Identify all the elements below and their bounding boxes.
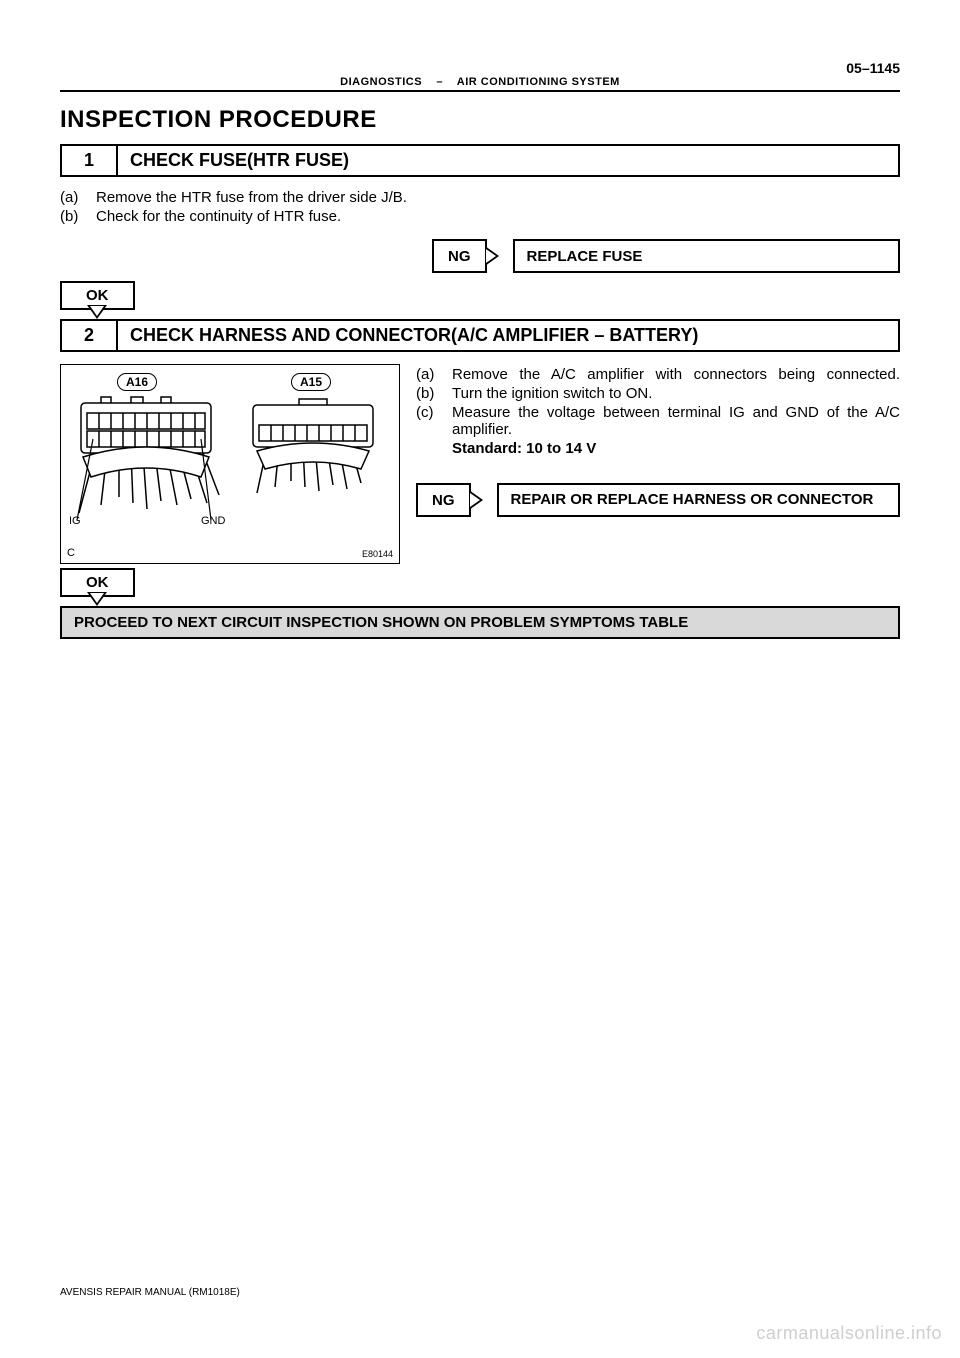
page: 05–1145 DIAGNOSTICS – AIR CONDITIONING S…	[0, 0, 960, 1358]
pin-ig-label: IG	[69, 515, 81, 527]
page-number: 05–1145	[846, 60, 900, 76]
step-1-ng-label: NG	[448, 248, 471, 265]
footer-text: AVENSIS REPAIR MANUAL (RM1018E)	[60, 1287, 240, 1298]
step-1-b-text: Check for the continuity of HTR fuse.	[96, 208, 341, 225]
step-1-number: 1	[62, 146, 118, 175]
step-1-ng-row: NG REPLACE FUSE	[60, 239, 900, 273]
step-1-body: (a) Remove the HTR fuse from the driver …	[60, 189, 900, 225]
step-2-number: 2	[62, 321, 118, 350]
step-2-a-text: Remove the A/C amplifier with connectors…	[452, 366, 900, 383]
arrow-down-icon	[87, 305, 107, 319]
step-2-bar: 2 CHECK HARNESS AND CONNECTOR(A/C AMPLIF…	[60, 319, 900, 352]
main-heading: INSPECTION PROCEDURE	[60, 106, 900, 134]
step-1-ok-block: OK	[60, 287, 900, 305]
step-1-b-label: (b)	[60, 208, 96, 225]
breadcrumb: DIAGNOSTICS – AIR CONDITIONING SYSTEM	[60, 76, 900, 88]
connector-diagram: A16 A15	[60, 364, 400, 564]
watermark: carmanualsonline.info	[756, 1323, 942, 1344]
step-2-c-text: Measure the voltage between terminal IG …	[452, 404, 900, 438]
connector-svg	[61, 365, 397, 561]
step-2-ng-label: NG	[432, 492, 455, 509]
arrow-right-icon	[485, 246, 499, 266]
step-2-title: CHECK HARNESS AND CONNECTOR(A/C AMPLIFIE…	[118, 321, 898, 350]
page-header: 05–1145 DIAGNOSTICS – AIR CONDITIONING S…	[60, 60, 900, 92]
step-1-title: CHECK FUSE(HTR FUSE)	[118, 146, 898, 175]
step-2-ng-result: REPAIR OR REPLACE HARNESS OR CONNECTOR	[497, 483, 901, 517]
arrow-right-icon	[469, 490, 483, 510]
final-instruction-bar: PROCEED TO NEXT CIRCUIT INSPECTION SHOWN…	[60, 606, 900, 639]
step-2-ok-block: OK	[60, 574, 900, 592]
step-1-a-label: (a)	[60, 189, 96, 206]
step-2-b-label: (b)	[416, 385, 452, 402]
pin-gnd-label: GND	[201, 515, 225, 527]
step-2-standard: Standard: 10 to 14 V	[452, 440, 596, 457]
connector-a16-label: A16	[117, 373, 157, 391]
breadcrumb-sep: –	[436, 76, 443, 88]
breadcrumb-right: AIR CONDITIONING SYSTEM	[457, 76, 620, 88]
step-1-ng-badge: NG	[432, 239, 487, 273]
breadcrumb-left: DIAGNOSTICS	[340, 76, 422, 88]
step-1-bar: 1 CHECK FUSE(HTR FUSE)	[60, 144, 900, 177]
diagram-fig-code: E80144	[362, 549, 393, 559]
connector-a15-label: A15	[291, 373, 331, 391]
step-2-a-label: (a)	[416, 366, 452, 383]
step-2-text: (a) Remove the A/C amplifier with connec…	[416, 364, 900, 564]
step-2-c-label: (c)	[416, 404, 452, 438]
arrow-down-icon	[87, 592, 107, 606]
diagram-corner-mark: C	[67, 547, 75, 559]
step-2-b-text: Turn the ignition switch to ON.	[452, 385, 652, 402]
step-1-a-text: Remove the HTR fuse from the driver side…	[96, 189, 407, 206]
step-2-ng-badge: NG	[416, 483, 471, 517]
step-2-ng-row: NG REPAIR OR REPLACE HARNESS OR CONNECTO…	[416, 483, 900, 517]
step-1-ng-result: REPLACE FUSE	[513, 239, 901, 273]
step-2-body: A16 A15	[60, 364, 900, 564]
